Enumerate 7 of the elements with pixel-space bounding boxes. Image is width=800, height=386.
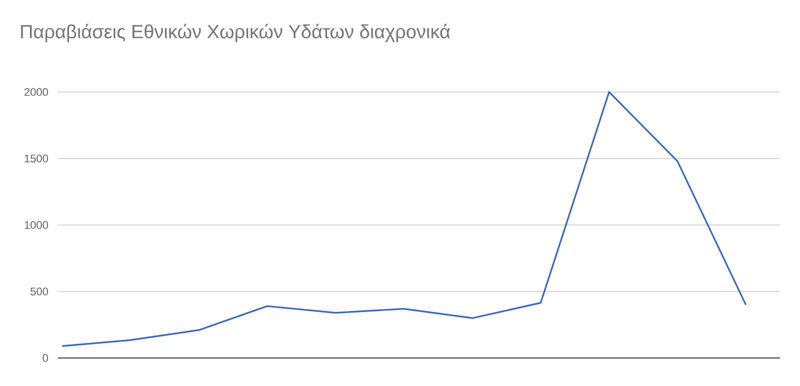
y-tick-label: 2000 bbox=[24, 88, 48, 96]
y-tick-label: 1000 bbox=[24, 221, 48, 229]
line-series bbox=[61, 91, 747, 347]
y-tick-label: 500 bbox=[30, 288, 48, 296]
y-tick-label: 1500 bbox=[24, 154, 48, 162]
y-tick-label: 0 bbox=[42, 354, 48, 362]
chart-title: Παραβιάσεις Εθνικών Χωρικών Υδάτων διαχρονικά bbox=[21, 24, 450, 42]
